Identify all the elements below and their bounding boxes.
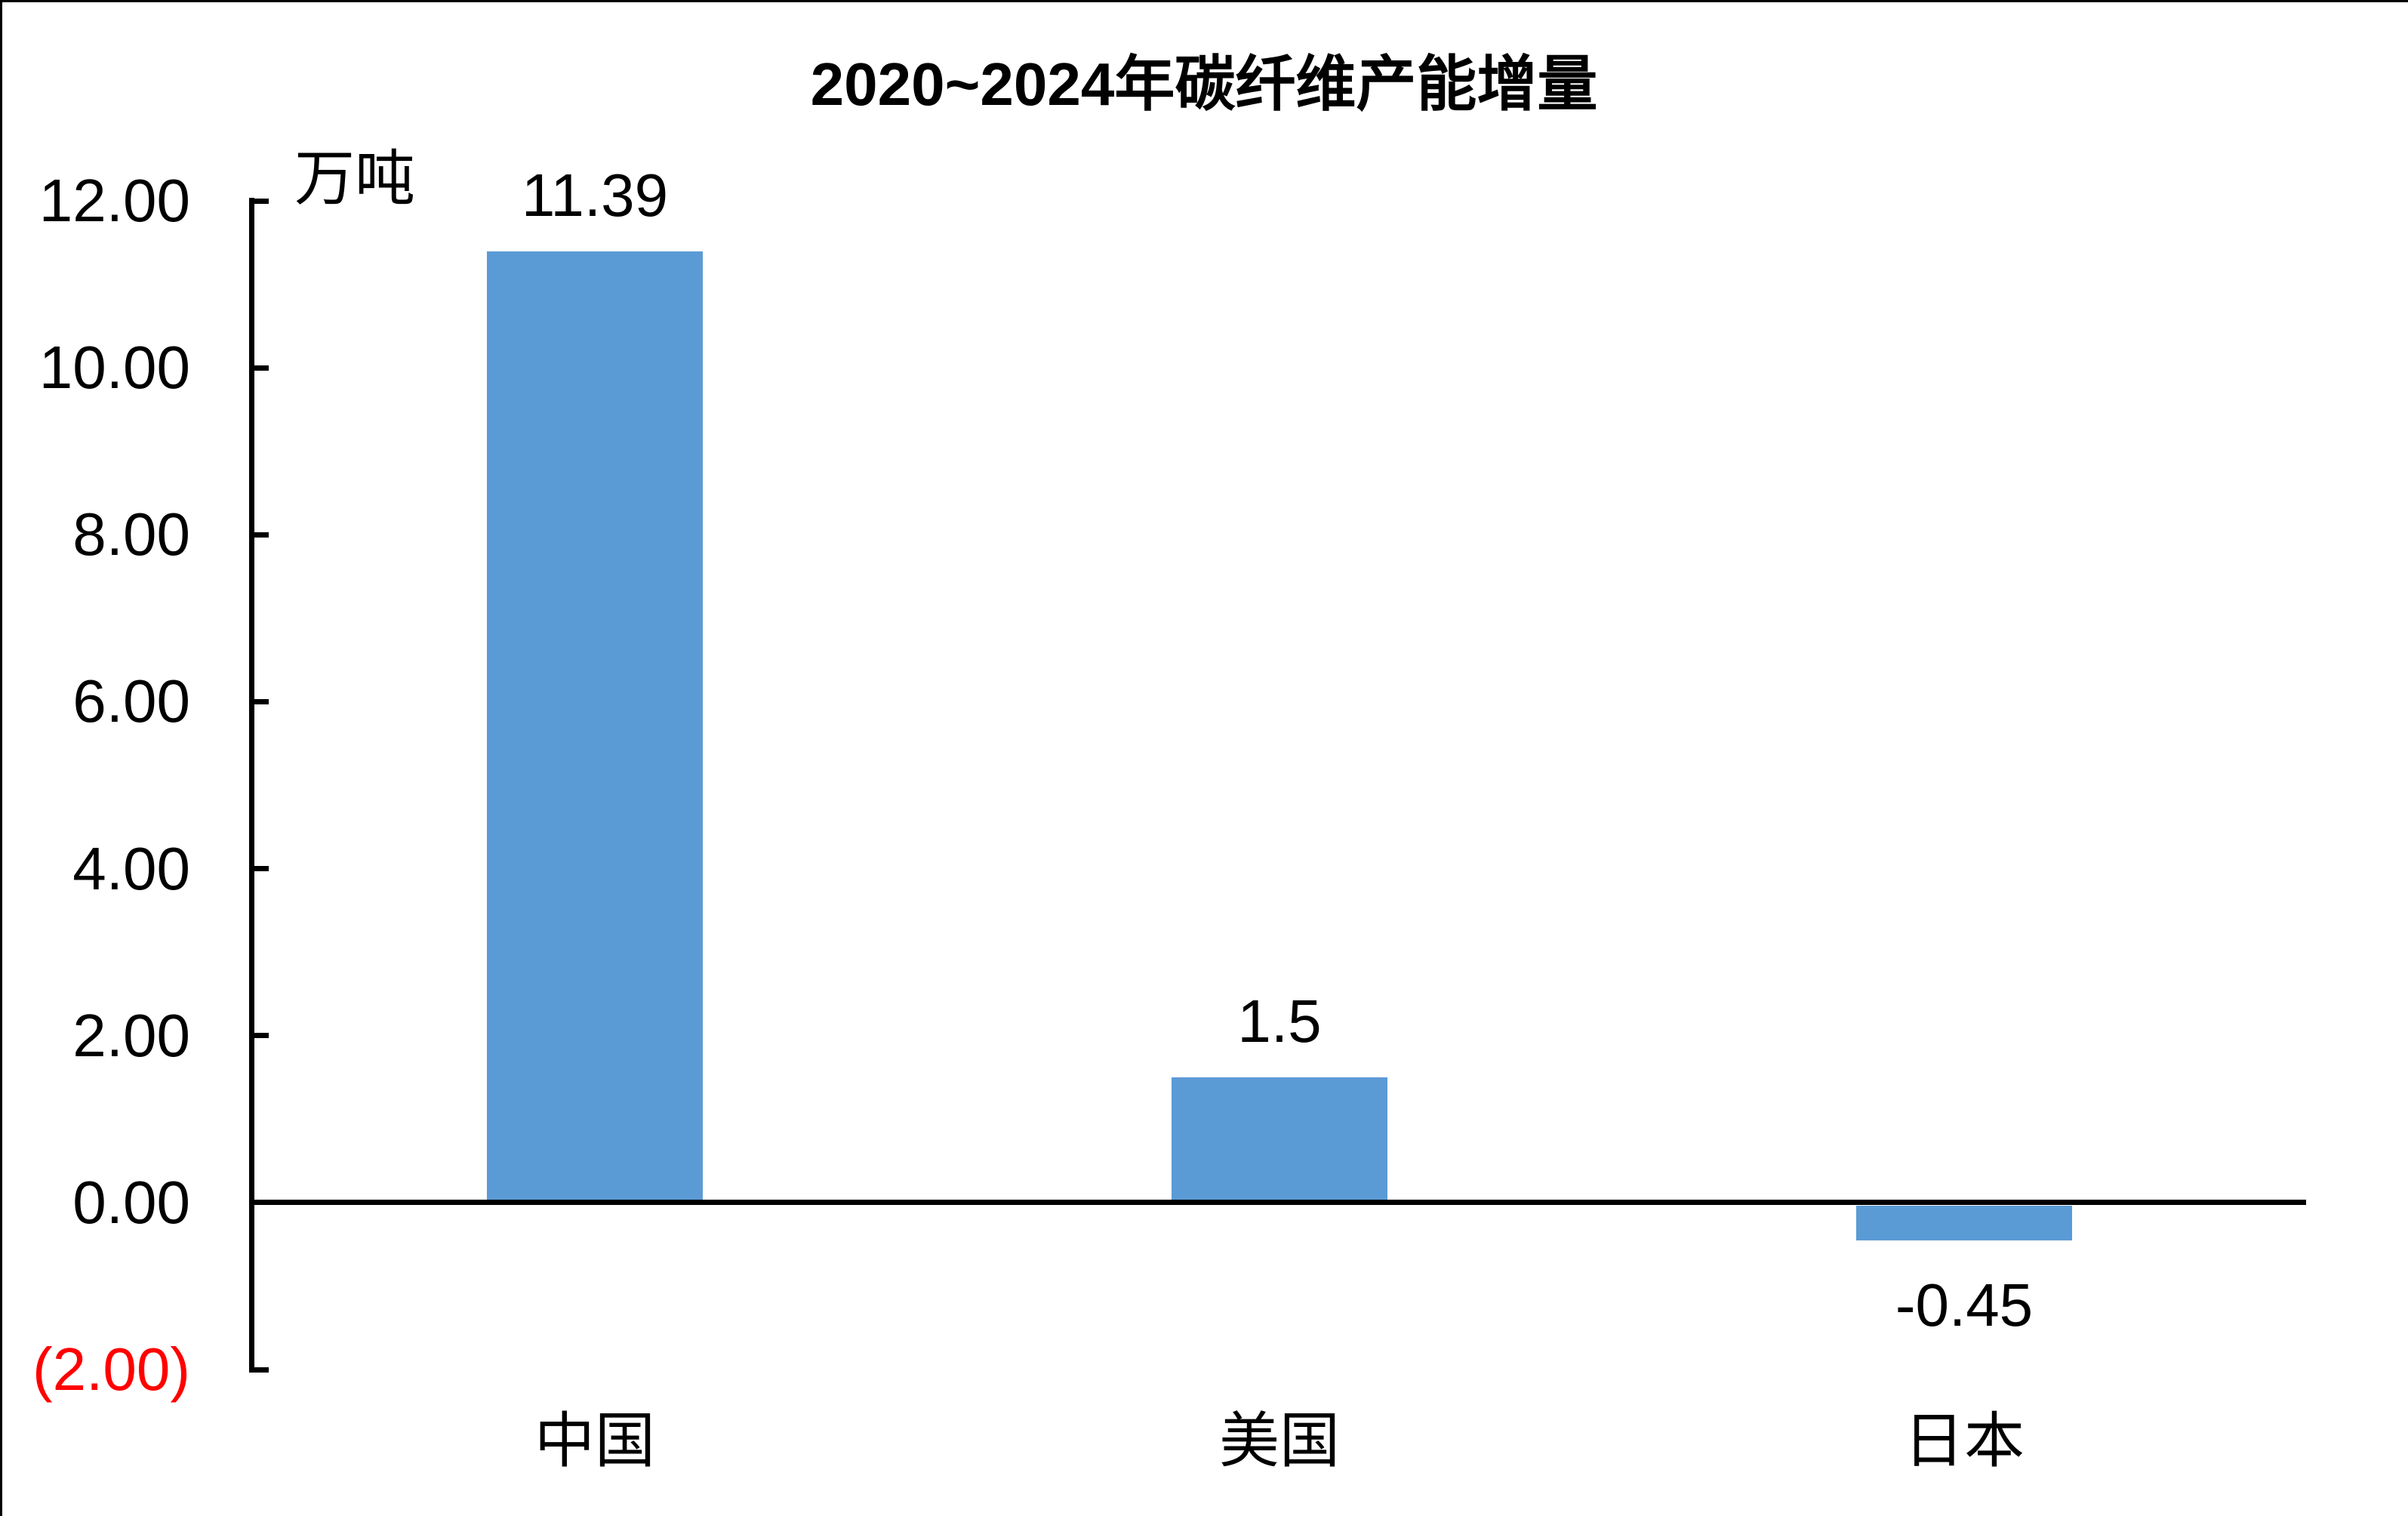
y-tick-mark xyxy=(249,365,269,371)
y-tick-mark xyxy=(249,532,269,538)
y-tick-mark xyxy=(249,199,269,204)
x-category-label-中国: 中国 xyxy=(534,1409,655,1475)
y-tick-label: 12.00 xyxy=(38,167,190,234)
bar-美国 xyxy=(1172,1077,1387,1203)
image-top-border xyxy=(0,0,2408,2)
bar-value-label: 1.5 xyxy=(1237,988,1322,1055)
bar-中国 xyxy=(487,251,703,1202)
y-tick-label: 8.00 xyxy=(72,501,190,568)
y-axis-line xyxy=(249,198,254,1373)
y-tick-mark xyxy=(249,699,269,704)
bar-value-label: -0.45 xyxy=(1895,1271,2034,1339)
y-tick-label: (2.00) xyxy=(32,1336,190,1403)
bar-value-label: 11.39 xyxy=(521,162,669,229)
y-tick-label: 2.00 xyxy=(72,1002,190,1069)
y-tick-label: 0.00 xyxy=(72,1169,190,1236)
chart-title: 2020~2024年碳纤维产能增量 xyxy=(810,51,1598,118)
y-axis-unit-label: 万吨 xyxy=(294,146,415,213)
y-tick-mark xyxy=(249,1367,269,1373)
y-tick-label: 4.00 xyxy=(72,835,190,902)
x-axis-zero-line xyxy=(249,1200,2306,1205)
y-tick-label: 6.00 xyxy=(72,667,190,735)
x-category-label-日本: 日本 xyxy=(1904,1409,2025,1475)
y-tick-mark xyxy=(249,866,269,871)
image-left-border xyxy=(0,0,2,1516)
y-tick-mark xyxy=(249,1033,269,1038)
y-tick-label: 10.00 xyxy=(38,334,190,401)
bar-日本 xyxy=(1856,1206,2072,1240)
x-category-label-美国: 美国 xyxy=(1219,1409,1340,1475)
